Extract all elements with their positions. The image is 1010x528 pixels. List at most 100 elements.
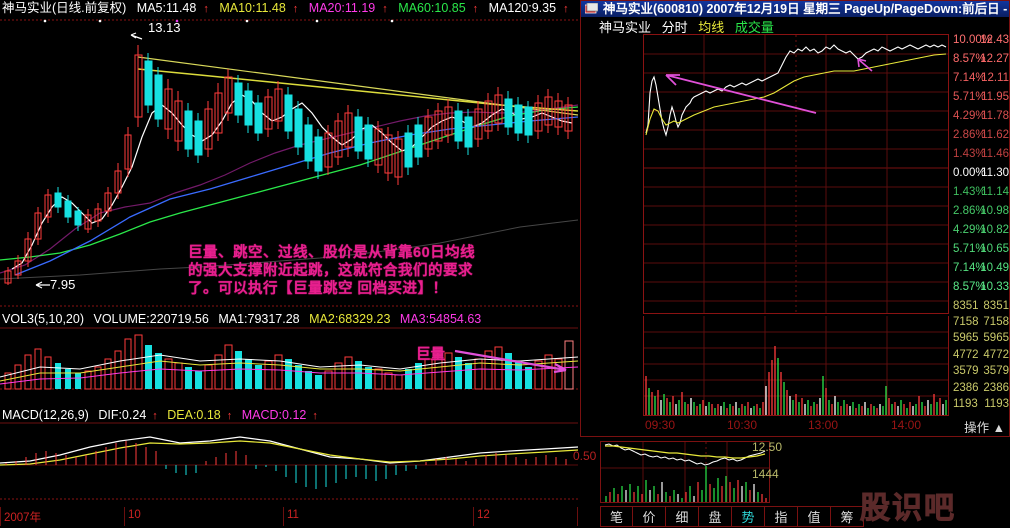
tab-jia[interactable]: 价 [633,506,666,527]
ma10-value: MA10:11.48 [219,1,286,15]
volume-indicator-panel[interactable]: VOL3(5,10,20) VOLUME:220719.56 MA1:79317… [0,311,578,405]
tab-volume[interactable]: 成交量 [734,20,774,35]
tab-moving-average[interactable]: 均线 [698,20,725,35]
price-tick-10: 10.82 [980,224,1009,236]
vol-tick-6: 1193 [984,398,1009,410]
volume-annotation: 巨量 [416,347,445,363]
time-tick-1: 10:30 [727,418,758,432]
intraday-time-axis: 09:30 10:30 13:00 14:00 [643,418,983,434]
price-tick-7: 11.30 [981,167,1009,179]
vol-tick-r4: 3579 [953,365,979,377]
pct-tick-12: 7.14% [953,262,986,274]
date-tick-3: 12 [477,509,490,521]
mini-intraday-chart[interactable] [600,441,770,503]
annotation-line-3: 了。可以执行【巨量跳空 回档买进】！ [188,281,448,297]
pct-tick-6: 1.43% [953,148,986,160]
vol-tick-3: 4772 [983,349,1009,361]
vol-tick-r0: 8351 [953,300,979,312]
tab-zhi[interactable]: 指 [765,506,798,527]
tab-shi[interactable]: 势 [732,506,765,527]
tab-xi[interactable]: 细 [666,506,699,527]
pct-tick-7: 0.00% [953,167,986,179]
ma120-value: MA120:9.35 [488,1,557,15]
bottom-tab-bar[interactable]: 笔 价 细 盘 势 指 值 筹 [600,506,864,527]
date-axis: 2007年 10 11 12 [0,505,578,528]
vol-tick-r2: 5965 [953,332,979,344]
volume-bars-svg [0,327,578,390]
vol-tick-1: 7158 [983,316,1009,328]
macd-dif-arrow-icon: ↑ [152,410,158,422]
macd-dea-arrow-icon: ↑ [226,410,233,422]
price-tick-2: 12.11 [981,72,1009,84]
date-tick-2: 11 [287,509,299,521]
operation-button[interactable]: 操作 ▲ [964,421,1005,435]
ma60-arrow-icon: ↑ [472,3,479,15]
vol-tick-5: 2386 [983,382,1009,394]
pct-tick-11: 5.71% [953,243,986,255]
mini-left-label: 0.50 [573,449,597,463]
pct-tick-4: 4.29% [953,110,986,122]
ma60-value: MA60:10.85 [398,1,466,15]
intraday-volume-svg [644,316,948,415]
tab-zhi2[interactable]: 值 [798,506,831,527]
annotation-line-2: 的强大支撑附近起跳，这就符合我们的要求 [188,263,473,279]
mini-top-right-label: 12.50 [752,440,783,454]
pct-tick-9: 2.86% [953,205,986,217]
pct-tick-2: 7.14% [953,72,986,84]
ma120-arrow-icon: ↑ [563,3,569,15]
vol-ma2: MA2:68329.23 [309,312,391,326]
price-tick-8: 11.14 [981,186,1009,198]
intraday-subheader: 神马实业 分时 均线 成交量 [599,20,781,35]
vol-indicator-name: VOL3(5,10,20) [2,312,84,326]
vol-value: VOLUME:220719.56 [93,312,209,326]
vol-tick-r1: 7158 [953,316,979,328]
price-tick-0: 12.43 [980,34,1009,46]
ma20-arrow-icon: ↑ [382,3,388,15]
intraday-price-chart[interactable] [643,34,949,314]
time-tick-2: 13:00 [808,418,839,432]
candlestick-chart[interactable]: 13.13 7.95 巨量、跳空、过线、股价是从背靠60日均线 的强大支撑附近起… [0,17,578,310]
macd-indicator-panel[interactable]: MACD(12,26,9) DIF:0.24 ↑ DEA:0.18 ↑ MACD:0… [0,407,578,504]
tab-chou[interactable]: 筹 [831,506,864,527]
pct-tick-3: 5.71% [953,91,986,103]
date-tick-0: 2007年 [4,512,42,524]
ma-indicator-tag[interactable]: MA20 [579,1,580,15]
stock-title: 神马实业(日线.前复权) [2,1,127,15]
intraday-window[interactable]: 神马实业(600810) 2007年12月19日 星期三 PageUp/Page… [580,0,1010,437]
vol-tick-r6: 1193 [953,398,978,410]
pct-tick-0: 10.00% [953,34,993,46]
tab-bi[interactable]: 笔 [600,506,633,527]
tab-intraday[interactable]: 分时 [661,20,688,35]
vol-tick-r5: 2386 [953,382,979,394]
macd-indicator-name: MACD(12,26,9) [2,408,89,422]
intraday-price-svg [644,35,948,313]
annotation-line-1: 巨量、跳空、过线、股价是从背靠60日均线 [188,245,476,261]
price-tick-5: 11.62 [981,129,1009,141]
vol-tick-r3: 4772 [953,349,979,361]
intraday-title: 神马实业(600810) 2007年12月19日 星期三 PageUp/Page… [603,2,1008,16]
daily-chart-panel[interactable]: 神马实业(日线.前复权) MA5:11.48 ↑ MA10:11.48 ↑ MA20… [0,0,580,528]
ma20-value: MA20:11.19 [308,1,376,15]
pct-tick-8: 1.43% [953,186,986,198]
candlestick-svg [0,19,578,307]
time-tick-3: 14:00 [891,418,922,432]
macd-header: MACD(12,26,9) DIF:0.24 ↑ DEA:0.18 ↑ MACD:0… [2,408,324,422]
price-tick-3: 11.95 [981,91,1009,103]
intraday-titlebar[interactable]: 神马实业(600810) 2007年12月19日 星期三 PageUp/Page… [581,1,1009,17]
macd-dea: DEA:0.18 [167,408,221,422]
macd-arrow-icon: ↑ [312,410,318,422]
date-tick-1: 10 [128,509,141,521]
tab-pan[interactable]: 盘 [699,506,732,527]
ma5-arrow-icon: ↑ [203,3,209,15]
daily-chart-header: 神马实业(日线.前复权) MA5:11.48 ↑ MA10:11.48 ↑ MA20… [2,1,580,16]
pct-tick-1: 8.57% [953,53,986,65]
price-low-label: 7.95 [50,277,76,292]
intraday-volume-chart[interactable] [643,316,949,416]
watermark-text: 股识吧 [860,492,956,526]
price-tick-4: 11.78 [981,110,1009,122]
price-tick-13: 10.33 [980,281,1009,293]
price-high-label: 13.13 [148,20,181,35]
vol-ma3: MA3:54854.63 [399,312,482,326]
mini-bottom-right-label: 1444 [752,467,779,481]
